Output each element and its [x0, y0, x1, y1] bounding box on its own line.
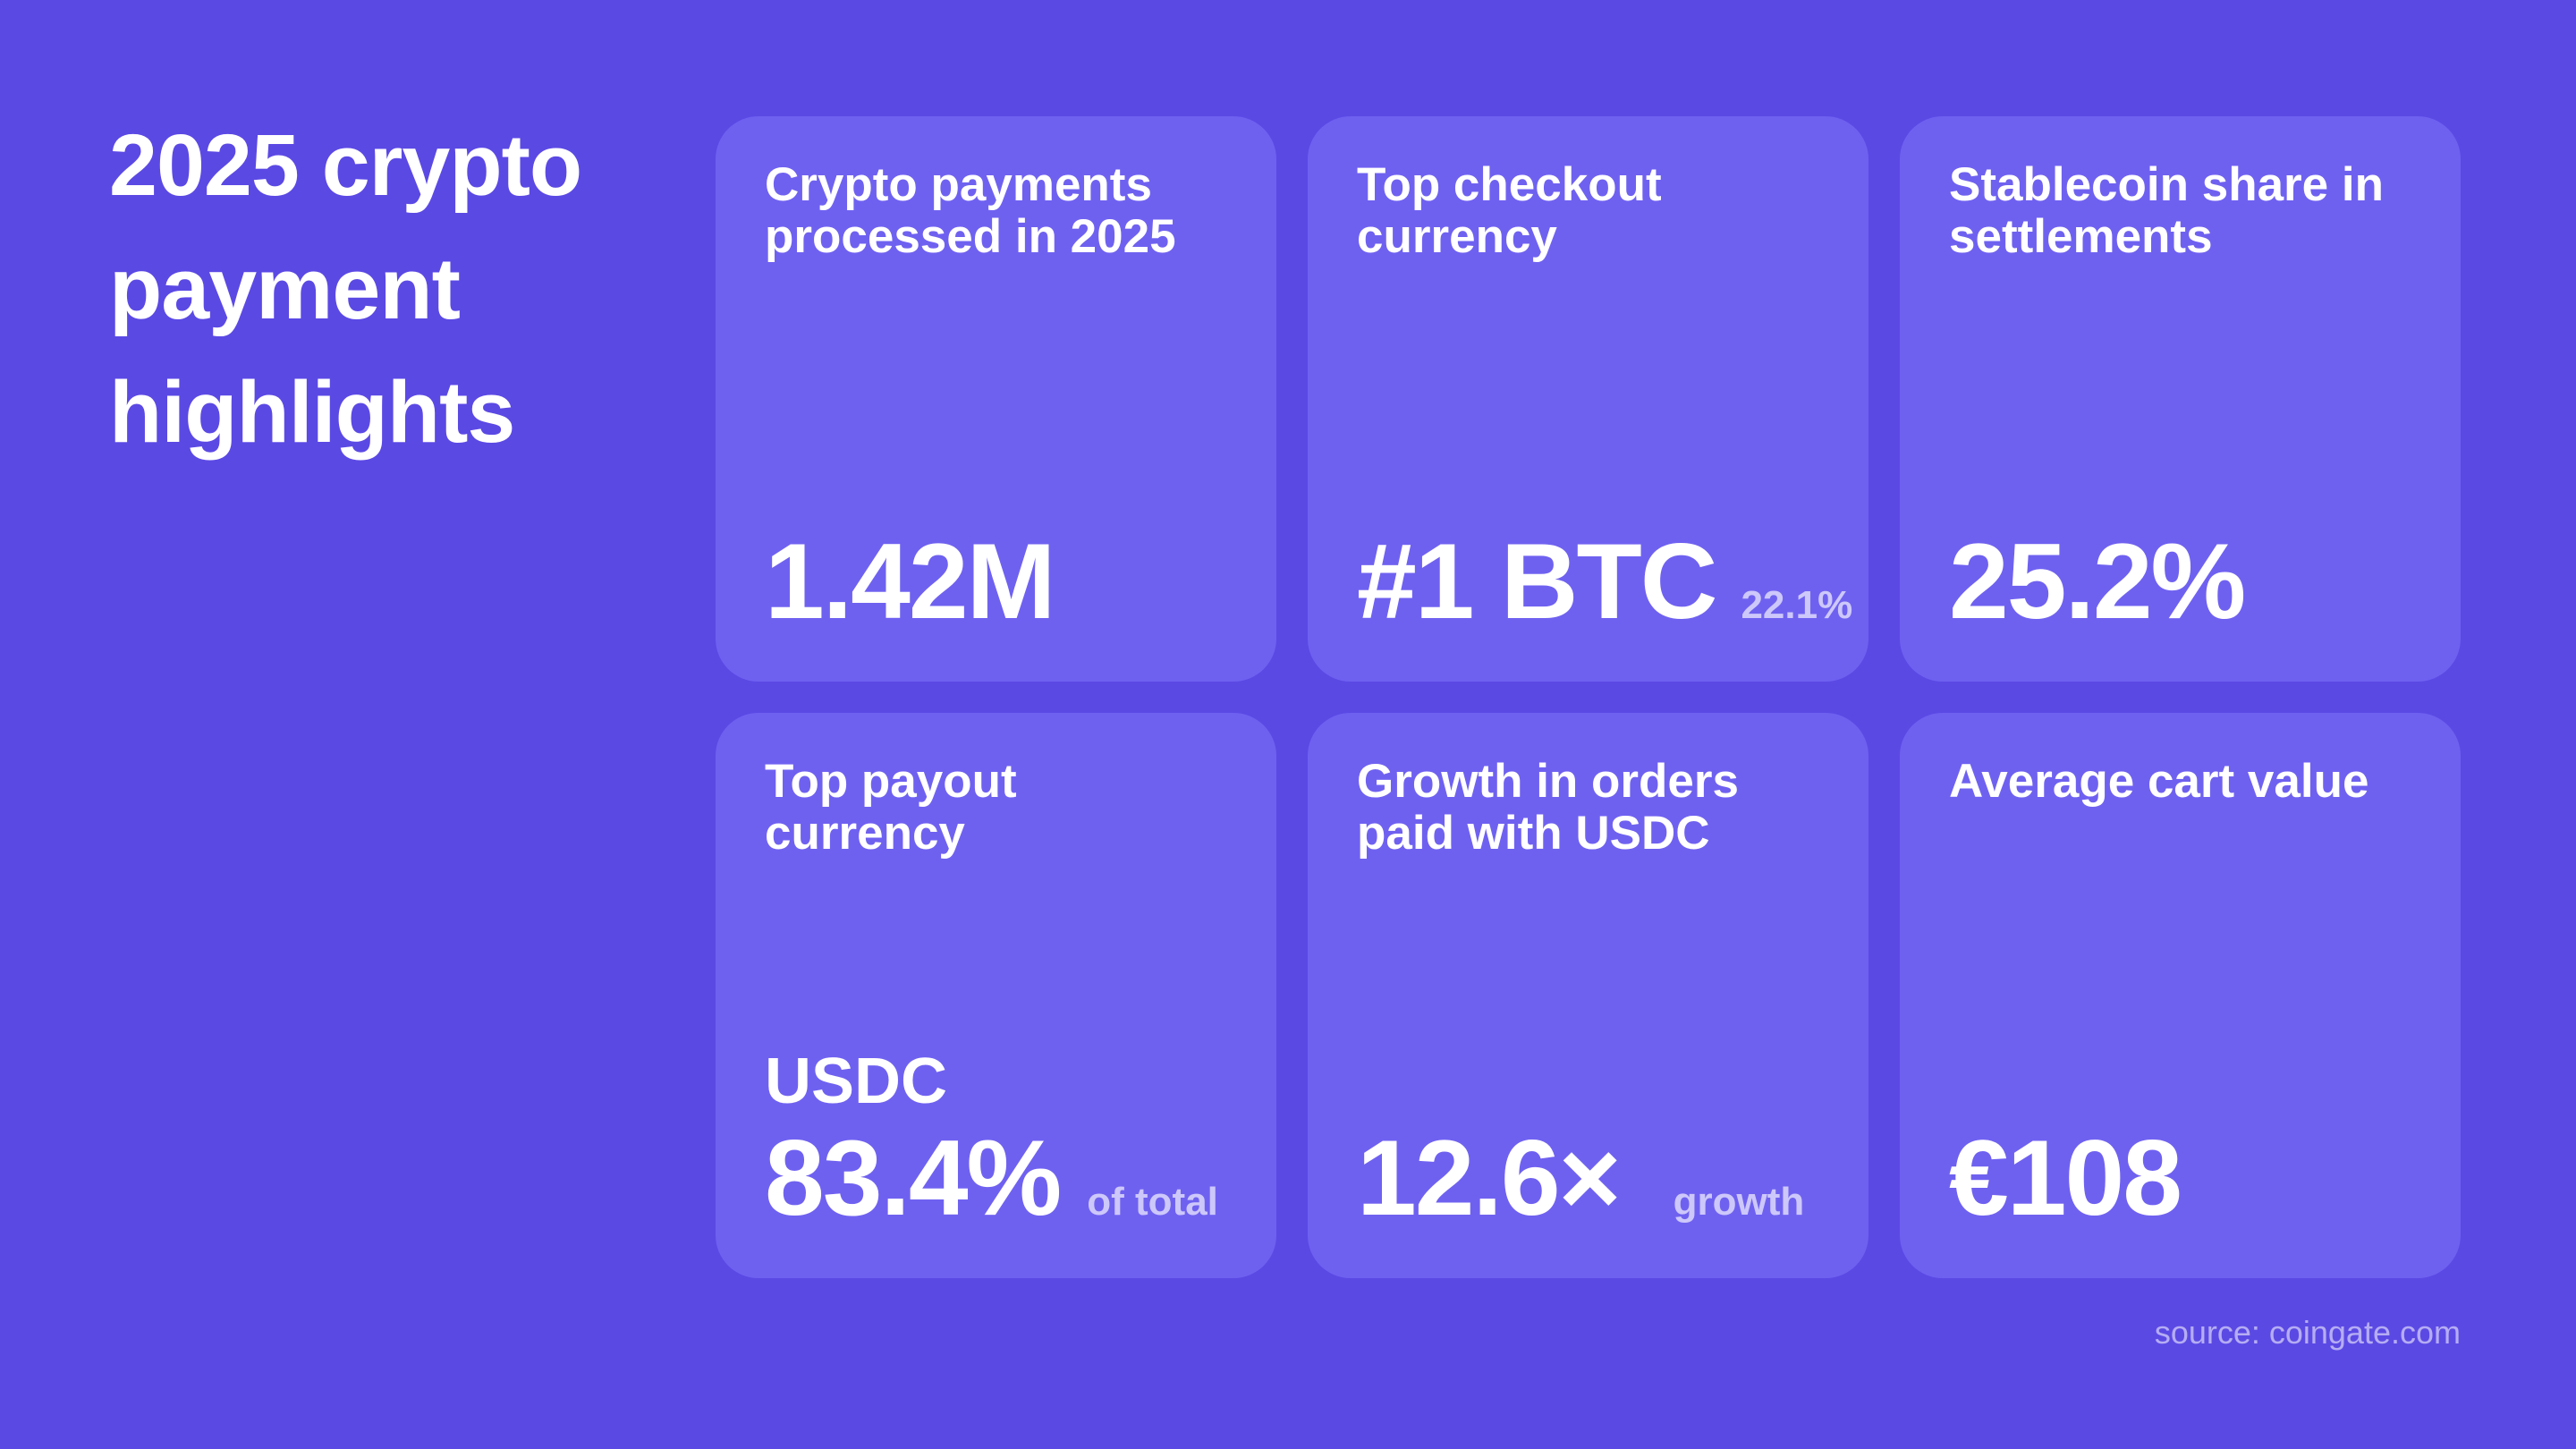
stat-card-value-row: €108 [1949, 1124, 2411, 1232]
stat-card-suffix: growth [1673, 1180, 1805, 1224]
stat-card-value: #1 BTC [1357, 521, 1717, 641]
stat-card-value-row: 25.2% [1949, 528, 2411, 635]
stat-card-label: Crypto payments processed in 2025 [765, 158, 1176, 263]
stat-card-average-cart-value: Average cart value €108 [1900, 713, 2461, 1278]
stat-card-grid: Crypto payments processed in 2025 1.42M … [716, 116, 2461, 1278]
stat-card-top-payout-currency: Top payout currency USDC 83.4% of total [716, 713, 1276, 1278]
stat-card-suffix: of total [1087, 1180, 1218, 1224]
stat-card-pre-value: USDC [765, 1046, 948, 1117]
stat-card-value-row: 12.6× growth [1357, 1124, 1819, 1232]
stat-card-stablecoin-share: Stablecoin share in settlements 25.2% [1900, 116, 2461, 682]
stat-card-label: Average cart value [1949, 755, 2369, 808]
stat-card-label: Top payout currency [765, 755, 1017, 860]
stat-card-label: Top checkout currency [1357, 158, 1662, 263]
stat-card-value-row: 83.4% of total [765, 1124, 1227, 1232]
stat-card-value: 25.2% [1949, 521, 2246, 641]
stat-card-value-row: #1 BTC 22.1% [1357, 521, 1852, 641]
stat-card-usdc-growth: Growth in orders paid with USDC 12.6× gr… [1308, 713, 1868, 1278]
stat-card-value: 83.4% [765, 1118, 1062, 1238]
source-attribution: source: coingate.com [2154, 1314, 2461, 1351]
stat-card-value: 12.6× [1357, 1118, 1622, 1238]
stat-card-label: Growth in orders paid with USDC [1357, 755, 1739, 860]
stat-card-top-checkout-currency: Top checkout currency #1 BTC 22.1% [1308, 116, 1868, 682]
stat-card-label: Stablecoin share in settlements [1949, 158, 2384, 263]
stat-card-suffix: 22.1% [1741, 583, 1853, 627]
stat-card-value-row: 1.42M [765, 528, 1227, 635]
stat-card-value-block: USDC 83.4% of total [765, 1049, 1227, 1232]
stat-card-value: 1.42M [765, 521, 1056, 641]
stat-card-value: €108 [1949, 1118, 2182, 1238]
page-title: 2025 crypto payment highlights [109, 116, 582, 461]
stat-card-payments-processed: Crypto payments processed in 2025 1.42M [716, 116, 1276, 682]
